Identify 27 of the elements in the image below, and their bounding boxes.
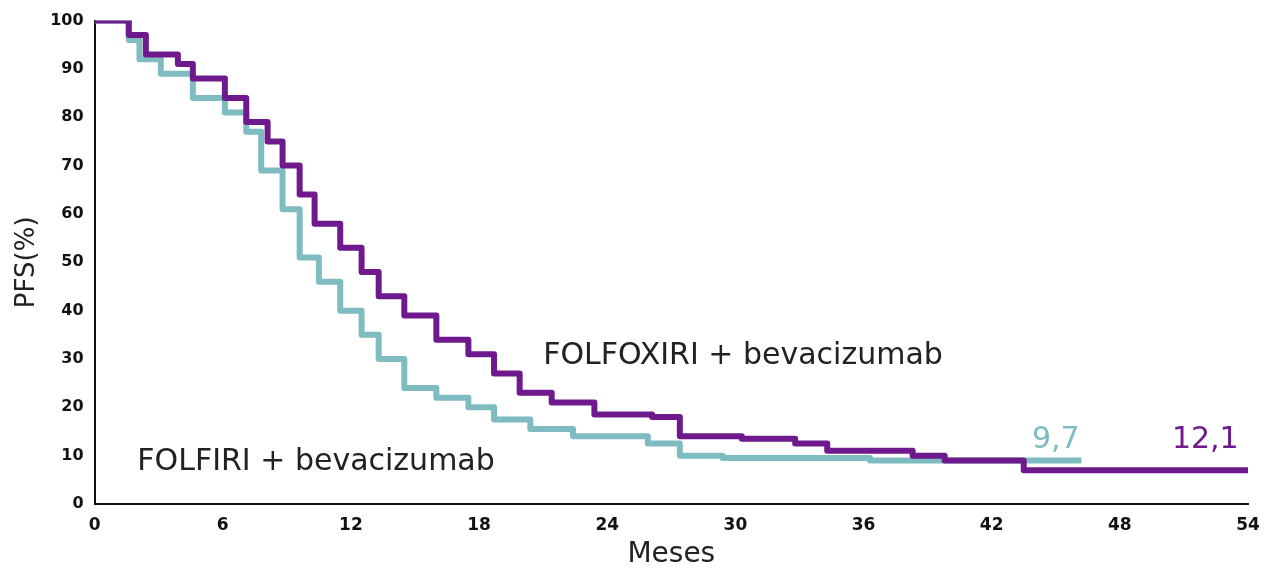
y-tick-label: 30 — [61, 348, 84, 368]
x-tick-label: 36 — [851, 513, 876, 534]
x-tick-label: 6 — [216, 513, 229, 534]
x-tick-label: 54 — [1236, 513, 1260, 534]
annotation: 12,1 — [1171, 420, 1239, 456]
y-tick-label: 20 — [61, 396, 84, 416]
series-label: FOLFOXIRI + bevacizumab — [543, 335, 943, 371]
y-axis-title: PFS(%) — [10, 216, 41, 309]
y-tick-label: 90 — [61, 58, 84, 78]
x-tick-label: 24 — [595, 513, 620, 534]
y-tick-label: 10 — [61, 444, 84, 464]
x-tick-label: 12 — [339, 513, 363, 534]
y-tick-label: 40 — [61, 299, 84, 319]
x-tick-label: 18 — [467, 513, 491, 534]
y-tick-label: 50 — [61, 251, 84, 271]
x-tick-label: 30 — [723, 513, 748, 534]
y-tick-label: 70 — [61, 154, 84, 174]
annotation: 9,7 — [1031, 420, 1080, 456]
y-tick-label: 100 — [50, 9, 84, 29]
y-tick-label: 0 — [72, 493, 84, 513]
y-tick-label: 60 — [61, 203, 84, 223]
x-axis-title: Meses — [627, 536, 716, 570]
x-tick-label: 42 — [979, 513, 1004, 534]
y-tick-label: 80 — [61, 106, 84, 126]
series-label: FOLFIRI + bevacizumab — [137, 442, 495, 478]
x-tick-label: 0 — [88, 513, 101, 534]
x-tick-label: 48 — [1108, 513, 1132, 534]
